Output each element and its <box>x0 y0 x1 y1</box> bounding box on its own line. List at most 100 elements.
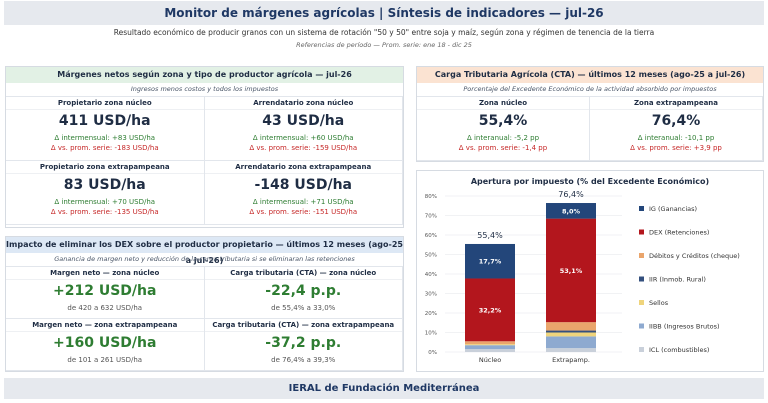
data-label: 17,7% <box>479 258 502 266</box>
y-tick-label: 20% <box>425 311 437 317</box>
bar-segment <box>546 348 596 352</box>
kpi-label: Margen neto — zona núcleo <box>6 267 204 280</box>
data-label: 8,0% <box>562 207 581 215</box>
x-tick-label: Extrapamp. <box>552 356 590 364</box>
kpi-label: Propietario zona núcleo <box>6 97 204 110</box>
kpi-value: 43 USD/ha <box>262 113 345 129</box>
header-reference: Referencias de período — Prom. serie: en… <box>296 41 472 49</box>
legend-label: IIBB (Ingresos Brutos) <box>649 323 720 331</box>
kpi-detail: Δ vs. prom. serie: -183 USD/ha <box>50 144 159 152</box>
legend-swatch <box>639 229 644 235</box>
kpi-cell: Arrendatario zona núcleo 43 USD/ha Δ inter… <box>204 97 403 161</box>
kpi-cell: Arrendatario zona extrapampeana -148 USD/… <box>204 161 403 225</box>
dex-panel: Impacto de eliminar los DEX sobre el pro… <box>5 236 404 372</box>
legend-swatch <box>639 347 644 352</box>
data-label: 53,1% <box>560 267 583 275</box>
chart: Apertura por impuesto (% del Excedente E… <box>425 176 740 364</box>
kpi-label: Margen neto — zona extrapampeana <box>6 319 204 332</box>
bar-segment <box>465 345 515 350</box>
y-tick-label: 70% <box>425 214 437 220</box>
y-tick-label: 30% <box>425 292 437 298</box>
bar-segment <box>546 322 596 331</box>
panel-title: Impacto de eliminar los DEX sobre el pro… <box>6 237 403 265</box>
total-label: 76,4% <box>558 190 584 199</box>
kpi-label: Arrendatario zona núcleo <box>204 97 402 110</box>
y-tick-label: 50% <box>425 253 437 259</box>
kpi-label: Propietario zona extrapampeana <box>6 161 204 174</box>
kpi-cell: Carga tributaria (CTA) — zona núcleo -22,… <box>204 267 403 319</box>
legend-swatch <box>639 206 644 211</box>
legend-swatch <box>639 276 644 282</box>
header-title: Monitor de márgenes agrícolas | Síntesis… <box>4 1 764 25</box>
legend-label: ICL (combustibles) <box>649 346 709 354</box>
kpi-value: -37,2 p.p. <box>265 335 342 351</box>
chart-title: Apertura por impuesto (% del Excedente E… <box>471 176 709 186</box>
data-label: 32,2% <box>479 306 502 314</box>
kpi-detail: Δ intermensual: +60 USD/ha <box>252 134 354 142</box>
kpi-value: 76,4% <box>651 113 701 129</box>
kpi-cell: Margen neto — zona extrapampeana +160 USD… <box>6 319 205 371</box>
bar-segment <box>465 243 515 279</box>
bar-segment <box>465 278 515 342</box>
bar-segment <box>465 349 515 352</box>
kpi-detail: Δ vs. prom. serie: +3,9 pp <box>630 144 722 152</box>
panel-subtitle: Porcentaje del Excedente Económico de la… <box>417 83 763 97</box>
kpi-detail: Δ vs. prom. serie: -151 USD/ha <box>249 208 358 216</box>
total-label: 55,4% <box>477 231 503 240</box>
panel-subtitle: Ingresos menos costos y todos los impues… <box>6 83 403 97</box>
kpi-detail: Δ intermensual: +71 USD/ha <box>252 198 354 206</box>
kpi-value: 83 USD/ha <box>63 177 146 193</box>
footer: IERAL de Fundación Mediterránea <box>4 378 764 399</box>
kpi-value: 55,4% <box>478 113 528 129</box>
bar-segment <box>546 218 596 323</box>
kpi-value: -148 USD/ha <box>254 177 352 193</box>
kpi-cell: Margen neto — zona núcleo +212 USD/ha de 4… <box>6 267 205 319</box>
legend-label: IIR (Inmob. Rural) <box>649 276 706 284</box>
kpi-detail: Δ vs. prom. serie: -135 USD/ha <box>50 208 159 216</box>
panel-title: Márgenes netos según zona y tipo de prod… <box>6 67 403 83</box>
kpi-detail: Δ intermensual: +83 USD/ha <box>54 134 156 142</box>
x-tick-label: Núcleo <box>479 356 501 364</box>
kpi-cell: Zona extrapampeana 76,4% Δ interanual: -10… <box>590 97 763 161</box>
kpi-label: Arrendatario zona extrapampeana <box>204 161 402 174</box>
legend-label: DEX (Retenciones) <box>649 229 709 237</box>
kpi-value: +160 USD/ha <box>53 335 157 351</box>
kpi-detail: Δ intermensual: +70 USD/ha <box>54 198 156 206</box>
chart-panel: Apertura por impuesto (% del Excedente E… <box>416 170 764 372</box>
kpi-detail: Δ vs. prom. serie: -159 USD/ha <box>249 144 358 152</box>
kpi-detail: de 101 a 261 USD/ha <box>67 356 143 364</box>
kpi-detail: de 55,4% a 33,0% <box>271 304 336 312</box>
kpi-value: -22,4 p.p. <box>265 283 342 299</box>
kpi-detail: Δ vs. prom. serie: -1,4 pp <box>458 144 548 152</box>
kpi-value: +212 USD/ha <box>53 283 157 299</box>
kpi-value: 411 USD/ha <box>58 113 151 129</box>
margins-panel: Márgenes netos según zona y tipo de prod… <box>5 66 404 228</box>
bar-segment <box>465 344 515 346</box>
cta-panel: Carga Tributaria Agrícola (CTA) — último… <box>416 66 764 162</box>
kpi-label: Carga tributaria (CTA) — zona núcleo <box>204 267 402 280</box>
y-tick-label: 10% <box>425 331 437 337</box>
kpi-cell: Propietario zona núcleo 411 USD/ha Δ inter… <box>6 97 205 161</box>
kpi-label: Zona extrapampeana <box>590 97 762 110</box>
legend-swatch <box>639 300 644 305</box>
legend-label: Débitos y Créditos (cheque) <box>649 252 740 260</box>
kpi-detail: Δ interanual: -5,2 pp <box>466 134 540 142</box>
y-tick-label: 0% <box>428 350 437 356</box>
y-tick-label: 40% <box>425 272 437 278</box>
y-tick-label: 80% <box>425 194 437 200</box>
legend-swatch <box>639 323 644 329</box>
bar-segment <box>546 332 596 337</box>
legend-label: Sellos <box>649 299 669 307</box>
kpi-detail: de 76,4% a 39,3% <box>271 356 336 364</box>
bar-segment <box>546 203 596 219</box>
kpi-cell: Propietario zona extrapampeana 83 USD/ha Δ… <box>6 161 205 225</box>
kpi-label: Zona núcleo <box>417 97 589 110</box>
legend-swatch <box>639 253 644 258</box>
panel-title: Carga Tributaria Agrícola (CTA) — último… <box>417 67 763 83</box>
bar-segment <box>546 336 596 349</box>
bar-segment <box>546 330 596 333</box>
header-subtitle: Resultado económico de producir granos c… <box>113 28 655 37</box>
kpi-cell: Carga tributaria (CTA) — zona extrapampe… <box>204 319 403 371</box>
y-tick-label: 60% <box>425 233 437 239</box>
